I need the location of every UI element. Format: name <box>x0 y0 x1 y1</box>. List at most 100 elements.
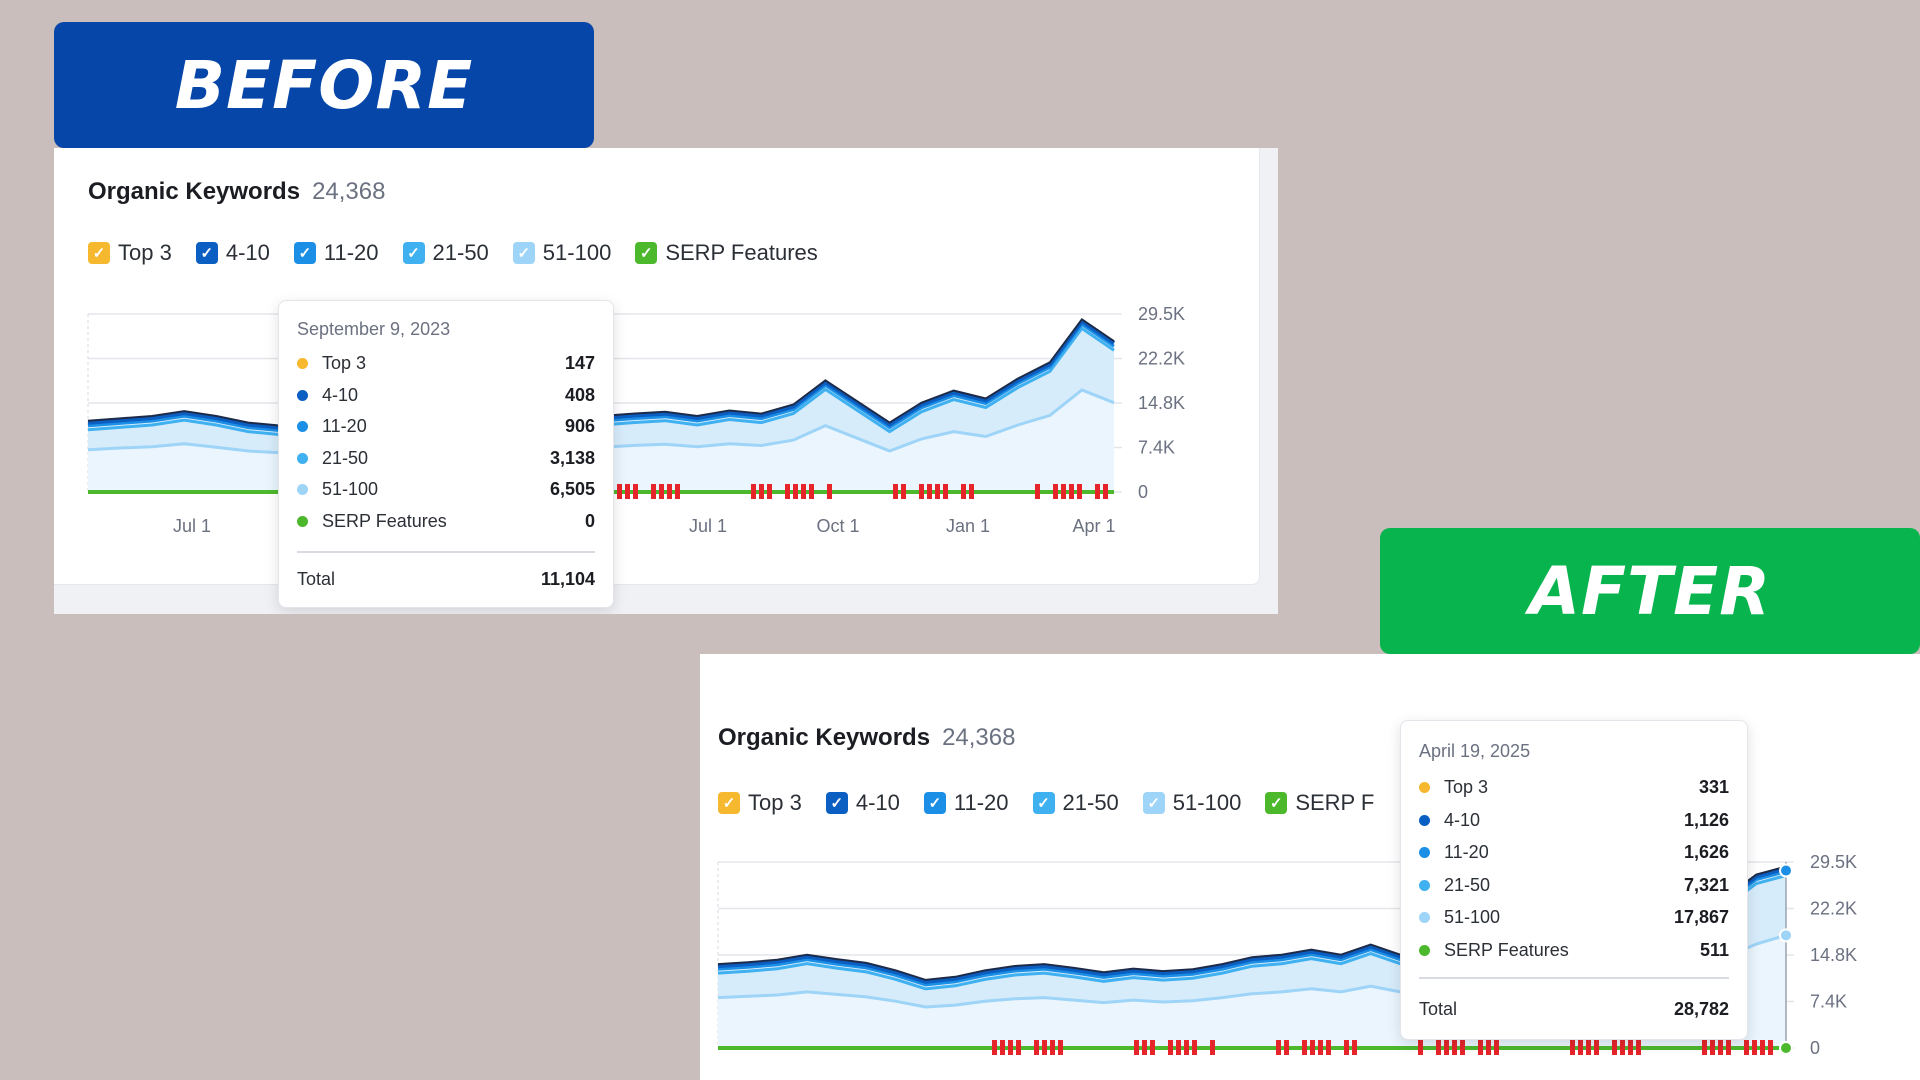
google-update-marker <box>827 484 832 499</box>
google-update-marker <box>1726 1040 1731 1055</box>
google-update-marker <box>935 484 940 499</box>
legend-item[interactable]: ✓ 4-10 <box>195 240 270 266</box>
checkbox-icon[interactable]: ✓ <box>1032 792 1055 814</box>
after-panel: Organic Keywords 24,368 ✓ Top 3 ✓ 4-10 ✓ 11-20… <box>700 654 1920 1080</box>
google-update-marker <box>1000 1040 1005 1055</box>
tooltip-label-group: 51-100 <box>1419 907 1500 928</box>
legend-item[interactable]: ✓ 4-10 <box>825 790 900 816</box>
before-tooltip: September 9, 2023 Top 3 147 4-10 408 11-20 906… <box>278 300 614 608</box>
checkbox-icon[interactable]: ✓ <box>718 792 740 814</box>
tooltip-row: 21-50 7,321 <box>1419 875 1729 896</box>
google-update-marker <box>1460 1040 1465 1055</box>
google-update-marker <box>1095 484 1100 499</box>
checkbox-icon[interactable]: ✓ <box>635 242 658 264</box>
hover-point-total <box>1779 863 1793 878</box>
google-update-marker <box>1284 1040 1289 1055</box>
legend-item[interactable]: ✓ 11-20 <box>293 240 379 266</box>
google-update-marker <box>785 484 790 499</box>
series-dot-icon <box>297 358 308 369</box>
tooltip-row: 51-100 17,867 <box>1419 907 1729 928</box>
checkbox-icon[interactable]: ✓ <box>402 242 425 264</box>
google-update-marker <box>943 484 948 499</box>
series-dot-icon <box>1419 944 1430 956</box>
legend-label: SERP Features <box>665 240 818 265</box>
tooltip-row: Top 3 331 <box>1419 777 1729 798</box>
google-update-marker <box>1276 1040 1281 1055</box>
checkbox-icon[interactable]: ✓ <box>825 792 848 814</box>
legend-item[interactable]: ✓ SERP Features <box>635 240 818 266</box>
checkbox-icon[interactable]: ✓ <box>1265 792 1288 814</box>
legend-item[interactable]: ✓ 21-50 <box>1032 790 1119 816</box>
google-update-marker <box>1035 484 1040 499</box>
google-update-marker <box>1478 1040 1483 1055</box>
tooltip-row: SERP Features 511 <box>1419 940 1729 961</box>
tooltip-row: Top 3 147 <box>297 353 595 374</box>
legend-label: 51-100 <box>542 240 612 265</box>
tooltip-label-group: SERP Features <box>1419 940 1569 961</box>
tooltip-row: SERP Features 0 <box>297 511 595 532</box>
tooltip-value: 511 <box>1699 939 1729 960</box>
tooltip-label-group: Top 3 <box>1419 777 1488 798</box>
tooltip-label-group: 4-10 <box>1419 810 1480 831</box>
tooltip-label: 51-100 <box>322 479 379 499</box>
checkbox-icon[interactable]: ✓ <box>923 792 946 814</box>
google-update-marker <box>1452 1040 1457 1055</box>
checkbox-icon[interactable]: ✓ <box>195 242 218 264</box>
checkbox-icon[interactable]: ✓ <box>1142 792 1165 814</box>
checkbox-icon[interactable]: ✓ <box>512 242 535 264</box>
tooltip-row: 21-50 3,138 <box>297 448 595 469</box>
tooltip-date: April 19, 2025 <box>1419 741 1531 761</box>
y-tick-label: 29.5K <box>1138 304 1185 324</box>
legend-item[interactable]: ✓ SERP F <box>1265 790 1374 816</box>
google-update-marker <box>1570 1040 1575 1055</box>
x-tick-label: Jul 1 <box>173 516 211 536</box>
legend-label: SERP F <box>1295 790 1375 815</box>
series-dot-icon <box>297 452 308 464</box>
y-tick-label: 22.2K <box>1138 349 1185 369</box>
google-update-marker <box>667 484 672 499</box>
google-update-marker <box>893 484 898 499</box>
series-dot-icon <box>1419 814 1430 826</box>
after-count: 24,368 <box>942 724 1016 751</box>
google-update-marker <box>617 484 622 499</box>
google-update-marker <box>1344 1040 1349 1055</box>
legend-item[interactable]: ✓ 51-100 <box>512 240 612 266</box>
after-title: Organic Keywords <box>718 724 931 751</box>
tooltip-value: 17,867 <box>1673 907 1729 927</box>
google-update-marker <box>1077 484 1082 499</box>
google-update-marker <box>625 484 630 499</box>
legend-item[interactable]: ✓ Top 3 <box>88 240 172 266</box>
legend-label: Top 3 <box>748 790 802 815</box>
google-update-marker <box>1444 1040 1449 1055</box>
google-update-marker <box>1069 484 1074 499</box>
tooltip-value: 331 <box>1698 777 1729 797</box>
tooltip-total-label: Total <box>1419 999 1458 1019</box>
series-dot-icon <box>1419 879 1430 891</box>
google-update-marker <box>1436 1040 1441 1055</box>
tooltip-label: 51-100 <box>1444 907 1501 927</box>
google-update-marker <box>901 484 906 499</box>
checkbox-icon[interactable]: ✓ <box>293 242 316 264</box>
series-dot-icon <box>1419 782 1430 793</box>
legend-item[interactable]: ✓ 51-100 <box>1142 790 1241 816</box>
series-dot-icon <box>297 389 308 401</box>
after-legend: ✓ Top 3 ✓ 4-10 ✓ 11-20 ✓ 21-50 ✓ 51-100 ✓ SERP F <box>718 790 1398 816</box>
google-update-marker <box>675 484 680 499</box>
google-update-marker <box>767 484 772 499</box>
google-update-marker <box>1042 1040 1047 1055</box>
google-update-marker <box>1612 1040 1617 1055</box>
y-tick-label: 29.5K <box>1810 852 1857 872</box>
legend-item[interactable]: ✓ 21-50 <box>402 240 489 266</box>
tooltip-label: 11-20 <box>1444 842 1489 862</box>
y-tick-label: 7.4K <box>1138 438 1175 458</box>
google-update-marker <box>1061 484 1066 499</box>
google-update-marker <box>1050 1040 1055 1055</box>
tooltip-value: 906 <box>564 416 595 436</box>
tooltip-row: 11-20 906 <box>297 416 595 437</box>
checkbox-icon[interactable]: ✓ <box>88 242 110 264</box>
legend-item[interactable]: ✓ 11-20 <box>923 790 1009 816</box>
google-update-marker <box>1034 1040 1039 1055</box>
legend-item[interactable]: ✓ Top 3 <box>718 790 802 816</box>
series-dot-icon <box>297 515 308 527</box>
google-update-marker <box>1176 1040 1181 1055</box>
